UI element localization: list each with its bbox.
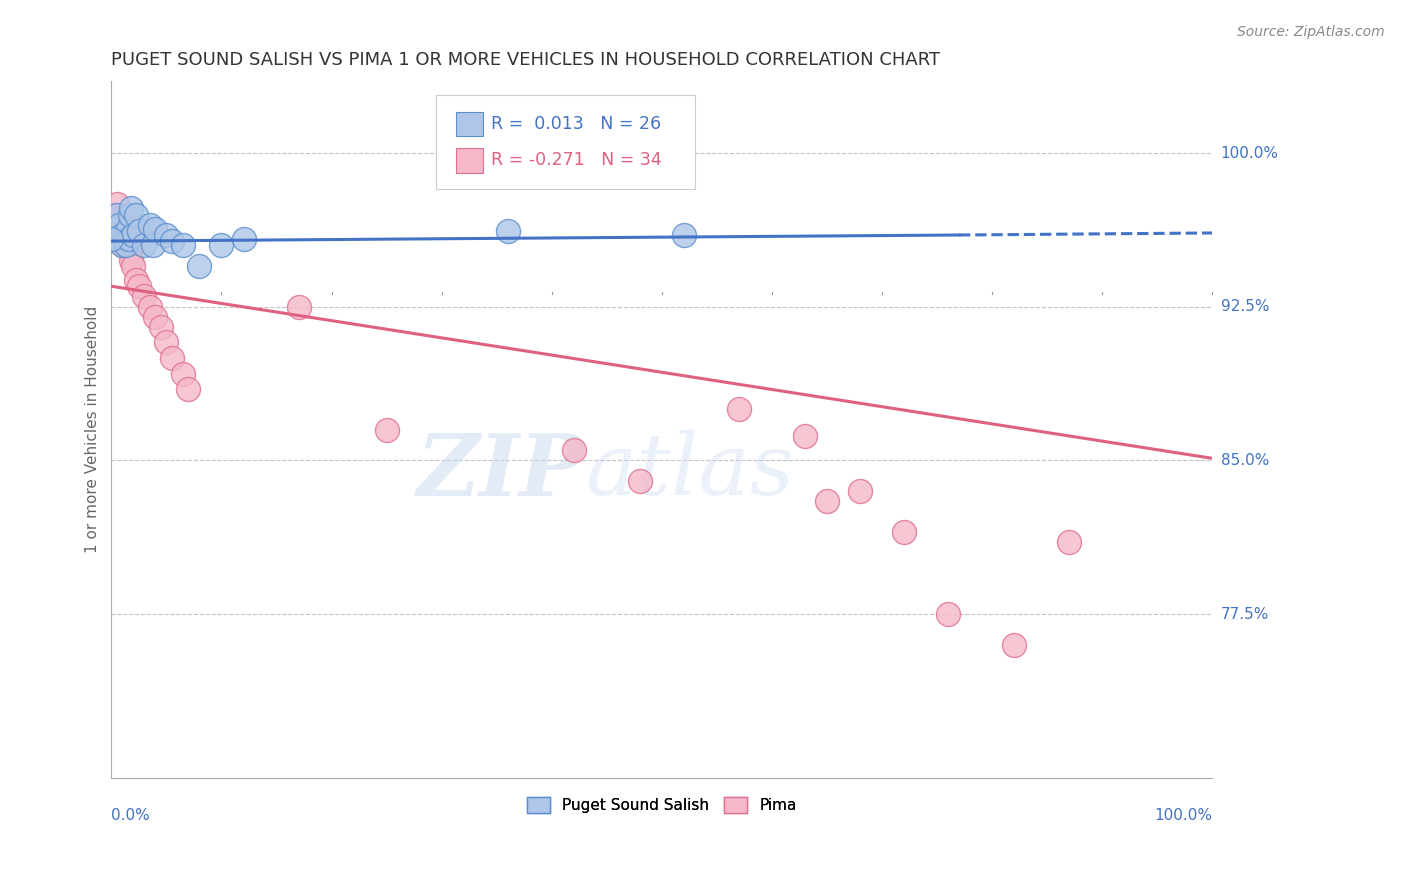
FancyBboxPatch shape — [456, 148, 484, 172]
Text: 100.0%: 100.0% — [1220, 145, 1278, 161]
Point — [672, 227, 695, 242]
Text: 100.0%: 100.0% — [1154, 808, 1212, 823]
Legend: Puget Sound Salish, Pima: Puget Sound Salish, Pima — [520, 791, 803, 819]
FancyBboxPatch shape — [436, 95, 695, 189]
Point — [114, 227, 136, 242]
Y-axis label: 1 or more Vehicles in Household: 1 or more Vehicles in Household — [86, 306, 100, 553]
Point — [287, 300, 309, 314]
Point — [124, 207, 146, 221]
Point — [1057, 535, 1080, 549]
Text: 92.5%: 92.5% — [1220, 299, 1270, 314]
Point — [145, 310, 167, 324]
Point — [375, 423, 398, 437]
Point — [155, 227, 177, 242]
Point — [122, 227, 145, 242]
Point — [120, 252, 142, 267]
Point — [936, 607, 959, 621]
Point — [793, 429, 815, 443]
Text: R = -0.271   N = 34: R = -0.271 N = 34 — [491, 151, 662, 169]
Point — [111, 227, 134, 242]
Point — [155, 334, 177, 349]
Point — [120, 202, 142, 216]
Point — [114, 232, 136, 246]
Point — [100, 232, 122, 246]
Point — [815, 494, 838, 508]
Point — [232, 232, 254, 246]
Point — [124, 273, 146, 287]
Point — [114, 238, 136, 252]
Text: Source: ZipAtlas.com: Source: ZipAtlas.com — [1237, 25, 1385, 39]
Point — [111, 238, 134, 252]
Point — [149, 320, 172, 334]
Text: PUGET SOUND SALISH VS PIMA 1 OR MORE VEHICLES IN HOUSEHOLD CORRELATION CHART: PUGET SOUND SALISH VS PIMA 1 OR MORE VEH… — [111, 51, 941, 69]
Point — [110, 224, 132, 238]
Point — [496, 224, 519, 238]
Point — [134, 238, 156, 252]
Point — [1002, 638, 1025, 652]
Point — [108, 218, 131, 232]
Point — [145, 222, 167, 236]
Point — [160, 234, 183, 248]
Text: 77.5%: 77.5% — [1220, 607, 1268, 622]
Point — [139, 218, 162, 232]
Point — [562, 443, 585, 458]
Text: atlas: atlas — [585, 430, 794, 513]
Point — [120, 207, 142, 221]
Point — [849, 484, 872, 499]
Point — [160, 351, 183, 365]
Point — [120, 244, 142, 259]
Point — [188, 259, 211, 273]
Point — [110, 232, 132, 246]
Point — [114, 238, 136, 252]
Point — [177, 382, 200, 396]
Point — [105, 207, 128, 221]
Point — [172, 368, 194, 382]
Point — [142, 238, 165, 252]
Point — [128, 224, 150, 238]
Text: 0.0%: 0.0% — [111, 808, 150, 823]
Point — [117, 222, 139, 236]
Point — [122, 259, 145, 273]
Point — [105, 197, 128, 211]
Point — [128, 279, 150, 293]
Point — [104, 207, 127, 221]
Point — [108, 218, 131, 232]
Point — [728, 402, 751, 417]
Point — [111, 238, 134, 252]
FancyBboxPatch shape — [456, 112, 484, 136]
Point — [139, 300, 162, 314]
Point — [893, 524, 915, 539]
Point — [628, 474, 651, 488]
Text: R =  0.013   N = 26: R = 0.013 N = 26 — [491, 115, 661, 133]
Point — [172, 238, 194, 252]
Point — [134, 289, 156, 303]
Point — [211, 238, 233, 252]
Point — [117, 234, 139, 248]
Text: ZIP: ZIP — [416, 430, 585, 513]
Text: 85.0%: 85.0% — [1220, 453, 1268, 468]
Point — [118, 232, 141, 246]
